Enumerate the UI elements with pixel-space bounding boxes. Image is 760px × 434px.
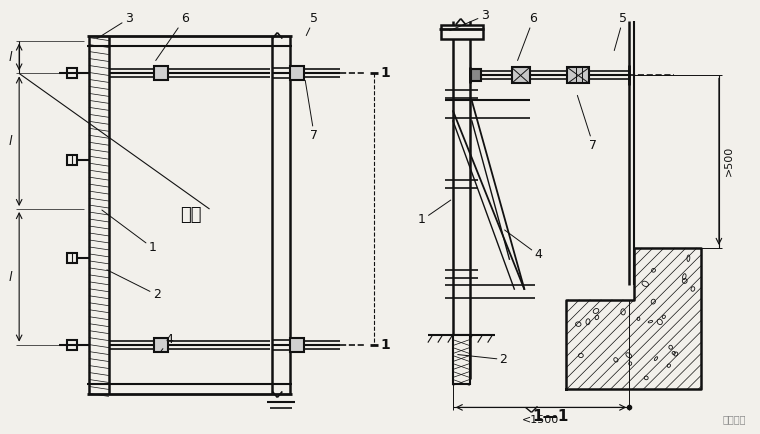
Bar: [154, 338, 168, 352]
Bar: [67, 69, 77, 79]
Text: 3: 3: [450, 9, 489, 31]
Text: 1: 1: [102, 210, 157, 254]
Text: 1: 1: [418, 200, 451, 227]
Text: >500: >500: [724, 146, 734, 176]
Bar: [441, 25, 483, 39]
Text: 3: 3: [97, 12, 133, 39]
Text: 结构: 结构: [180, 206, 201, 224]
Bar: [290, 66, 304, 80]
Text: 4: 4: [160, 333, 173, 352]
Text: 5: 5: [306, 12, 318, 36]
Text: 5: 5: [614, 12, 627, 50]
Bar: [67, 253, 77, 263]
Text: 4: 4: [505, 230, 543, 261]
Bar: [470, 69, 480, 82]
Text: 1: 1: [380, 338, 390, 352]
Text: 6: 6: [156, 12, 188, 60]
Text: 6: 6: [518, 12, 537, 60]
Text: <1500: <1500: [522, 415, 559, 425]
Bar: [568, 67, 589, 83]
Text: 7: 7: [306, 80, 318, 142]
Bar: [453, 335, 470, 385]
Text: 1: 1: [380, 66, 390, 80]
Bar: [511, 67, 530, 83]
Text: 豆丁施工: 豆丁施工: [722, 414, 746, 424]
Bar: [67, 340, 77, 349]
Text: $l$: $l$: [8, 270, 14, 284]
Bar: [67, 155, 77, 165]
Text: $l$: $l$: [8, 134, 14, 148]
Bar: [154, 66, 168, 80]
Text: 2: 2: [458, 353, 508, 366]
Text: 1—1: 1—1: [532, 409, 568, 424]
Text: 2: 2: [107, 270, 160, 301]
Bar: [290, 338, 304, 352]
Text: 7: 7: [578, 95, 597, 152]
Text: $l$: $l$: [8, 49, 14, 63]
